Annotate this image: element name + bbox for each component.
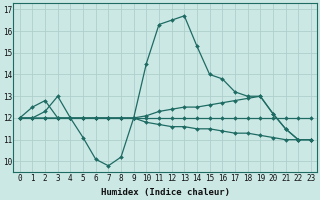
X-axis label: Humidex (Indice chaleur): Humidex (Indice chaleur): [101, 188, 230, 197]
